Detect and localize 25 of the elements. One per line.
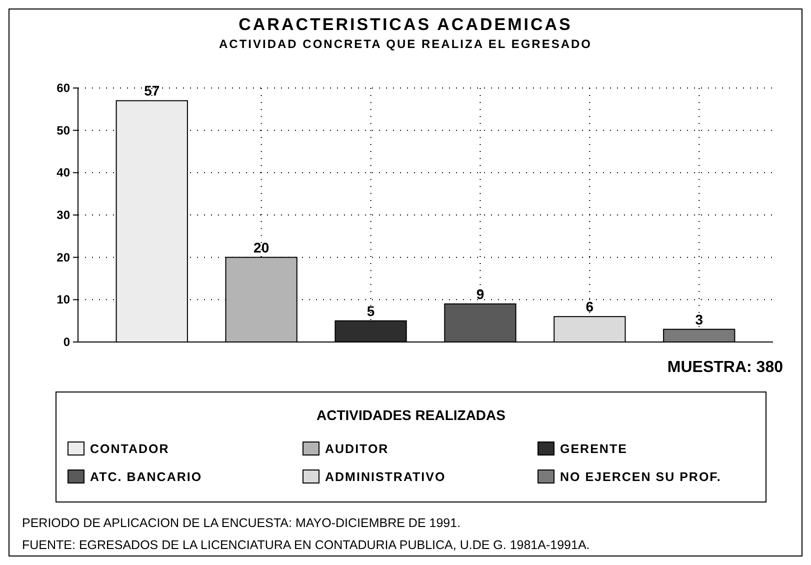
data-label: 20 (254, 239, 270, 256)
legend-label: AUDITOR (325, 442, 389, 456)
source-note: FUENTE: EGRESADOS DE LA LICENCIATURA EN CONTADURIA PUBLICA, U.DE G. 1981A-1991A. (22, 538, 590, 552)
legend-title: ACTIVIDADES REALIZADAS (316, 407, 506, 423)
y-tick-label: 60 (56, 81, 70, 95)
legend-label: ADMINISTRATIVO (325, 470, 446, 484)
chart-subtitle: ACTIVIDAD CONCRETA QUE REALIZA EL EGRESADO (218, 37, 592, 51)
text: MUESTRA: 380 (667, 359, 784, 376)
data-label: 57 (144, 82, 160, 99)
y-tick-label: 30 (56, 208, 70, 222)
y-tick-label: 50 (56, 123, 70, 138)
y-tick-label: 10 (56, 292, 70, 307)
text: PERIODO DE APLICACION DE LA ENCUESTA: MAYO-DICIEMBRE DE 1991. (22, 516, 461, 530)
legend-label: ATC. BANCARIO (90, 470, 202, 484)
data-label: 9 (476, 286, 484, 302)
legend-label: GERENTE (560, 442, 628, 456)
y-tick-label: 0 (63, 335, 70, 349)
legend-label: CONTADOR (90, 442, 170, 456)
y-tick-label: 20 (56, 250, 70, 264)
data-label: 5 (366, 302, 375, 319)
data-label: 3 (695, 311, 704, 328)
data-label: 6 (586, 298, 594, 315)
legend-label: NO EJERCEN SU PROF. (560, 470, 722, 484)
y-tick-label: 40 (56, 166, 70, 180)
chart-title: CARACTERISTICAS ACADEMICAS (238, 15, 572, 34)
